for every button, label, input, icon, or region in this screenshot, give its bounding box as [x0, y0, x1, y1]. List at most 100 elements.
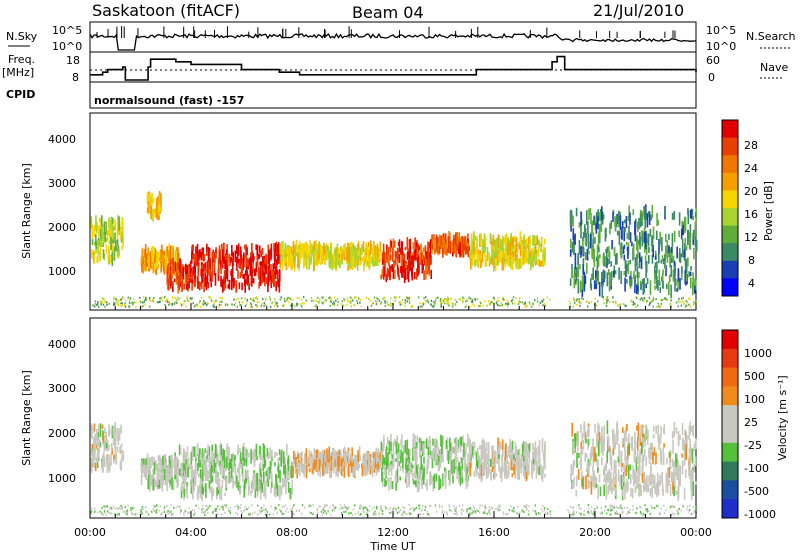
- power-cell: [681, 229, 683, 240]
- velocity-cell: [423, 444, 425, 456]
- power-ground-cell: [440, 300, 441, 302]
- power-cell: [585, 228, 587, 238]
- power-cell: [457, 232, 459, 244]
- power-cell: [414, 272, 416, 279]
- power-ground-cell: [442, 299, 443, 301]
- power-cell: [593, 217, 595, 225]
- power-cell: [313, 250, 315, 262]
- velocity-ground-cell: [482, 505, 483, 507]
- power-cbar-tick-24: 24: [744, 162, 758, 175]
- power-cell: [243, 258, 245, 263]
- velocity-cell: [184, 464, 186, 471]
- power-ground-cell: [615, 303, 616, 305]
- velocity-cell: [244, 462, 246, 466]
- power-ground-cell: [133, 302, 134, 304]
- velocity-cell: [484, 441, 486, 452]
- power-cell: [344, 243, 346, 254]
- power-cell: [198, 264, 200, 276]
- velocity-cell: [247, 469, 249, 481]
- power-ground-cell: [462, 297, 463, 299]
- power-ground-cell: [453, 303, 454, 305]
- velocity-cell: [450, 451, 452, 458]
- power-ground-cell: [342, 300, 343, 302]
- power-cell: [690, 277, 692, 288]
- power-cell: [669, 275, 671, 283]
- power-cell: [245, 280, 247, 286]
- power-cell: [633, 209, 635, 215]
- velocity-cell: [632, 465, 634, 479]
- velocity-cell: [542, 469, 544, 479]
- velocity-cell: [392, 481, 394, 489]
- power-ground-cell: [385, 302, 386, 304]
- velocity-ground-cell: [526, 506, 527, 508]
- power-cell: [658, 252, 660, 263]
- velocity-cell: [634, 453, 636, 462]
- power-cell: [455, 246, 457, 254]
- power-cell: [423, 248, 425, 252]
- power-cell: [483, 244, 485, 248]
- power-ground-cell: [499, 305, 500, 307]
- power-ground-cell: [265, 299, 266, 301]
- velocity-cell: [637, 437, 639, 452]
- nsky-line: [90, 34, 696, 50]
- power-ground-cell: [409, 302, 410, 304]
- velocity-cell: [390, 442, 392, 451]
- power-cell: [624, 220, 626, 224]
- velocity-cell: [111, 445, 113, 451]
- velocity-cell: [479, 458, 481, 470]
- velocity-cell: [281, 450, 283, 463]
- velocity-cell: [292, 466, 294, 477]
- velocity-cell: [464, 466, 466, 472]
- velocity-cell: [160, 458, 162, 471]
- power-cell: [391, 241, 393, 248]
- power-cell: [181, 281, 183, 292]
- power-cell: [502, 236, 504, 245]
- power-cell: [493, 235, 495, 246]
- power-ground-cell: [215, 300, 216, 302]
- velocity-cell: [443, 475, 445, 485]
- power-ground-cell: [178, 298, 179, 300]
- power-cell: [637, 244, 639, 253]
- power-cell: [327, 246, 329, 251]
- velocity-cell: [496, 451, 498, 464]
- velocity-cell: [387, 478, 389, 482]
- velocity-cell: [643, 485, 645, 492]
- velocity-cell: [663, 447, 665, 453]
- velocity-cell: [512, 473, 514, 477]
- power-cell: [624, 278, 626, 292]
- velocity-cell: [207, 448, 209, 456]
- velocity-cell: [693, 481, 695, 496]
- velocity-cell: [651, 486, 653, 498]
- power-cell: [645, 255, 647, 265]
- power-cell: [610, 261, 612, 267]
- power-ground-cell: [274, 305, 275, 307]
- power-cell: [259, 246, 261, 253]
- power-colorbar-swatch: [722, 120, 738, 138]
- power-ground-cell: [214, 306, 215, 308]
- power-cell: [689, 232, 691, 243]
- power-cell: [636, 254, 638, 266]
- velocity-cell: [209, 481, 211, 489]
- power-ground-cell: [322, 302, 323, 304]
- velocity-cell: [662, 489, 664, 496]
- power-cell: [638, 272, 640, 278]
- power-cell: [579, 240, 581, 254]
- power-cell: [575, 253, 577, 265]
- velocity-cell: [461, 458, 463, 463]
- velocity-ground-cell: [436, 511, 437, 513]
- power-cell: [289, 248, 291, 261]
- velocity-cell: [674, 422, 676, 437]
- velocity-cell: [154, 462, 156, 475]
- power-cell: [350, 260, 352, 268]
- velocity-cell: [362, 459, 364, 466]
- velocity-cell: [486, 442, 488, 451]
- power-cell: [420, 244, 422, 252]
- velocity-cell: [288, 482, 290, 493]
- power-cell: [679, 278, 681, 290]
- power-ground-cell: [144, 301, 145, 303]
- velocity-cell: [426, 438, 428, 449]
- velocity-cell: [274, 462, 276, 466]
- power-cell: [188, 275, 190, 280]
- velocity-cell: [364, 455, 366, 460]
- power-cell: [211, 272, 213, 282]
